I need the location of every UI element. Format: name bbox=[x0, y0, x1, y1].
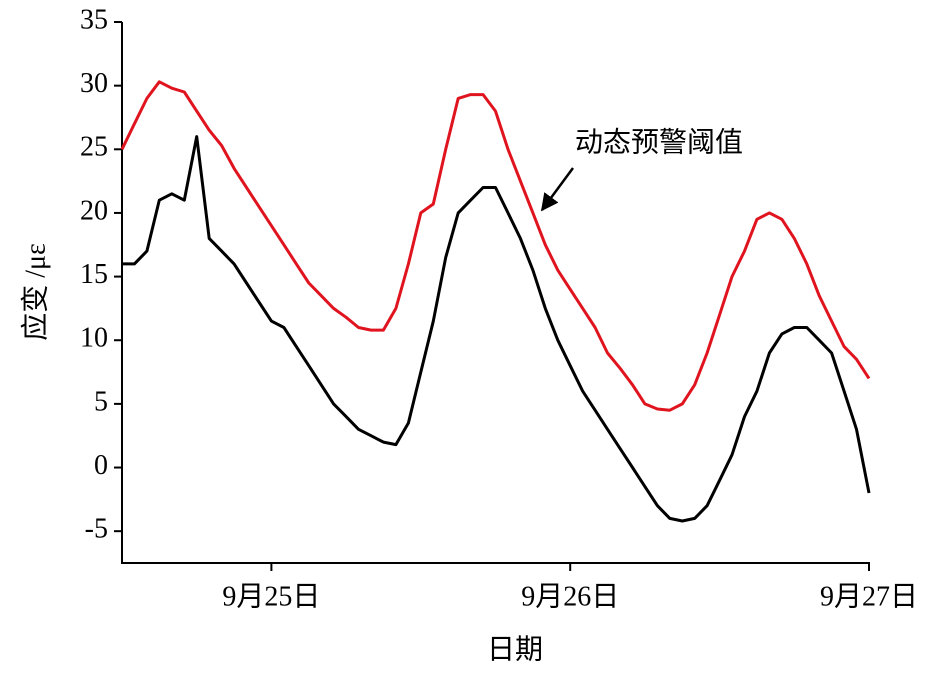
y-tick-label: 30 bbox=[80, 68, 108, 99]
annotation-arrow bbox=[540, 167, 575, 212]
y-tick-label: 0 bbox=[94, 450, 108, 481]
y-axis-label: 应变 /με bbox=[19, 243, 51, 341]
y-tick-label: 25 bbox=[80, 132, 108, 163]
x-tick-label: 9月25日 bbox=[222, 581, 320, 612]
x-axis-label: 日期 bbox=[487, 634, 543, 665]
x-tick-label: 9月26日 bbox=[521, 581, 619, 612]
y-tick-label: 5 bbox=[94, 386, 108, 417]
y-tick-label: 15 bbox=[80, 259, 108, 290]
annotation: 动态预警阈值 bbox=[575, 126, 743, 158]
series-line bbox=[122, 135, 871, 523]
y-tick-label: 20 bbox=[80, 195, 108, 226]
y-tick-label: 35 bbox=[80, 4, 108, 35]
series-line bbox=[120, 80, 871, 412]
y-tick-label: -5 bbox=[85, 514, 108, 545]
y-tick-label: 10 bbox=[80, 323, 108, 354]
x-tick-label: 9月27日 bbox=[820, 581, 918, 612]
